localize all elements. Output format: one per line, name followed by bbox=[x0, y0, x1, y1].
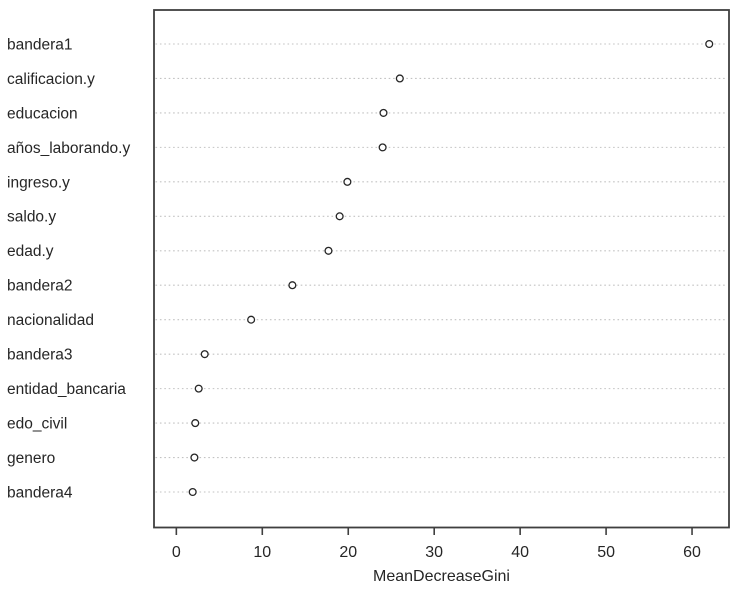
y-axis-label: edo_civil bbox=[7, 416, 67, 433]
x-axis-tick-label: 40 bbox=[511, 544, 529, 561]
x-axis-tick-label: 30 bbox=[425, 544, 443, 561]
y-axis-label: años_laborando.y bbox=[7, 140, 130, 157]
data-point bbox=[190, 453, 199, 462]
y-axis-label: nacionalidad bbox=[7, 312, 94, 329]
y-axis-label: edad.y bbox=[7, 243, 54, 260]
data-point bbox=[324, 246, 333, 255]
y-axis-label: ingreso.y bbox=[7, 174, 70, 191]
y-axis-label: bandera2 bbox=[7, 278, 73, 295]
y-axis-label: entidad_bancaria bbox=[7, 381, 126, 398]
y-axis-label: calificacion.y bbox=[7, 71, 95, 88]
x-axis-tick-label: 60 bbox=[683, 544, 701, 561]
data-point bbox=[395, 74, 404, 83]
y-axis-label: bandera3 bbox=[7, 347, 73, 364]
data-point bbox=[191, 419, 200, 428]
x-axis-title: MeanDecreaseGini bbox=[373, 568, 510, 585]
x-axis-tick-label: 50 bbox=[597, 544, 615, 561]
data-point bbox=[343, 177, 352, 186]
data-point bbox=[379, 108, 388, 117]
x-axis-tick-label: 20 bbox=[339, 544, 357, 561]
plot-frame bbox=[153, 9, 730, 529]
data-point bbox=[194, 384, 203, 393]
y-axis-label: educacion bbox=[7, 105, 78, 122]
data-point bbox=[288, 281, 297, 290]
y-axis-label: saldo.y bbox=[7, 209, 56, 226]
y-axis-label: bandera1 bbox=[7, 36, 73, 53]
x-axis-tick-label: 0 bbox=[172, 544, 181, 561]
y-axis-label: genero bbox=[7, 450, 55, 467]
data-point bbox=[188, 487, 197, 497]
data-point bbox=[335, 212, 344, 221]
data-point bbox=[247, 315, 256, 324]
data-point bbox=[378, 143, 387, 152]
data-point bbox=[705, 39, 714, 49]
x-axis-tick-label: 10 bbox=[253, 544, 271, 561]
y-axis-label: bandera4 bbox=[7, 484, 73, 501]
data-point bbox=[200, 350, 209, 359]
